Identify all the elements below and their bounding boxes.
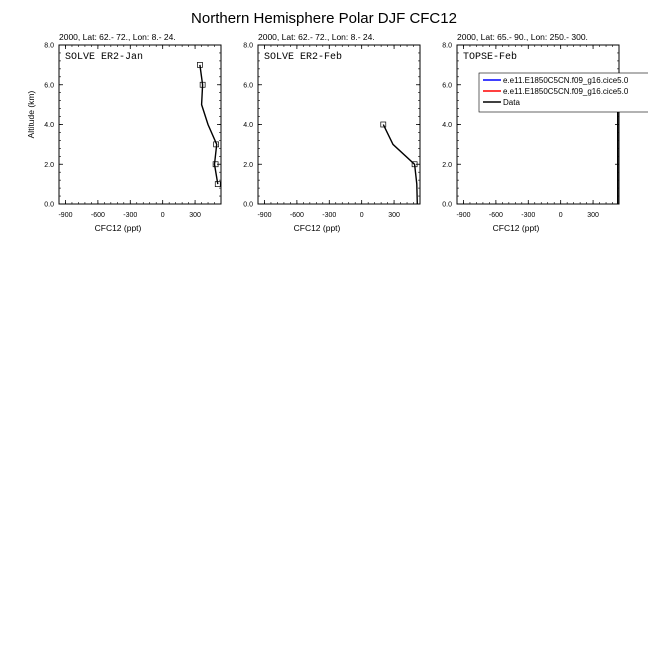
figure-title: Northern Hemisphere Polar DJF CFC12 <box>191 10 457 27</box>
panel-label: TOPSE-Feb <box>463 51 517 63</box>
x-tick-label: 300 <box>388 212 400 219</box>
chart-panel-2: 2000, Lat: 62.- 72., Lon: 8.- 24. -900 -60… <box>243 32 421 233</box>
x-tick-label: -600 <box>489 212 503 219</box>
data-point-marker <box>214 181 221 187</box>
chart-panel-1: 2000, Lat: 62.- 72., Lon: 8.- 24. -900 -60… <box>26 32 222 233</box>
x-axis-label: CFC12 (ppt) <box>95 223 142 233</box>
x-axis-label: CFC12 (ppt) <box>493 223 540 233</box>
series-line-data <box>199 64 219 185</box>
y-tick-label: 2.0 <box>442 162 452 169</box>
y-tick-label: 0.0 <box>442 202 452 209</box>
y-tick-label: 6.0 <box>44 82 54 89</box>
panel-subtitle: 2000, Lat: 65.- 90., Lon: 250.- 300. <box>457 32 588 42</box>
y-tick-label: 6.0 <box>442 82 452 89</box>
panel-subtitle: 2000, Lat: 62.- 72., Lon: 8.- 24. <box>59 32 176 42</box>
y-tick-label: 8.0 <box>442 43 452 50</box>
panel-subtitle: 2000, Lat: 62.- 72., Lon: 8.- 24. <box>258 32 375 42</box>
data-point-marker <box>380 121 387 128</box>
data-point-marker <box>199 81 206 88</box>
data-point-marker <box>212 161 219 168</box>
y-tick-label: 8.0 <box>243 43 253 50</box>
data-point-marker <box>197 62 203 68</box>
y-axis-label: Altitude (km) <box>26 90 36 138</box>
legend-entry-label: e.e11.E1850C5CN.f09_g16.cice5.0 <box>503 87 629 96</box>
panels: 2000, Lat: 62.- 72., Lon: 8.- 24. -900 -60… <box>26 32 648 233</box>
x-tick-label: -300 <box>322 212 336 219</box>
x-tick-label: -300 <box>123 212 137 219</box>
legend-entry-label: Data <box>503 98 520 107</box>
x-tick-label: 300 <box>587 212 599 219</box>
y-tick-label: 0.0 <box>243 202 253 209</box>
plot-frame <box>257 44 421 205</box>
legend-box <box>478 72 648 113</box>
y-tick-label: 4.0 <box>442 122 452 129</box>
data-point-marker <box>213 141 219 148</box>
x-tick-label: -900 <box>58 212 72 219</box>
chart-panel-3: 2000, Lat: 65.- 90., Lon: 250.- 300. -900… <box>442 32 648 233</box>
x-tick-label: -300 <box>521 212 535 219</box>
y-tick-label: 8.0 <box>44 43 54 50</box>
y-tick-label: 6.0 <box>243 82 253 89</box>
y-tick-label: 4.0 <box>243 122 253 129</box>
series-line-data <box>382 124 418 204</box>
y-tick-label: 2.0 <box>44 162 54 169</box>
legend: e.e11.E1850C5CN.f09_g16.cice5.0 e.e11.E18… <box>478 72 648 113</box>
x-tick-label: 0 <box>161 212 165 219</box>
x-tick-label: 0 <box>360 212 364 219</box>
x-tick-label: -600 <box>91 212 105 219</box>
panel-label: SOLVE ER2-Feb <box>264 51 342 63</box>
y-tick-label: 4.0 <box>44 122 54 129</box>
plot-data <box>197 62 221 187</box>
x-tick-label: 0 <box>559 212 563 219</box>
x-axis-label: CFC12 (ppt) <box>294 223 341 233</box>
plot-frame <box>456 44 620 205</box>
data-point-marker <box>411 161 418 168</box>
panel-label: SOLVE ER2-Jan <box>65 52 143 63</box>
x-tick-label: -900 <box>257 212 271 219</box>
x-tick-label: -600 <box>290 212 304 219</box>
y-tick-label: 2.0 <box>243 162 253 169</box>
legend-entry-label: e.e11.E1850C5CN.f09_g16.cice5.0 <box>503 76 629 85</box>
plot-frame <box>58 44 222 205</box>
x-tick-label: -900 <box>456 212 470 219</box>
y-tick-label: 0.0 <box>44 202 54 209</box>
plot-data <box>380 121 418 204</box>
x-tick-label: 300 <box>189 212 201 219</box>
